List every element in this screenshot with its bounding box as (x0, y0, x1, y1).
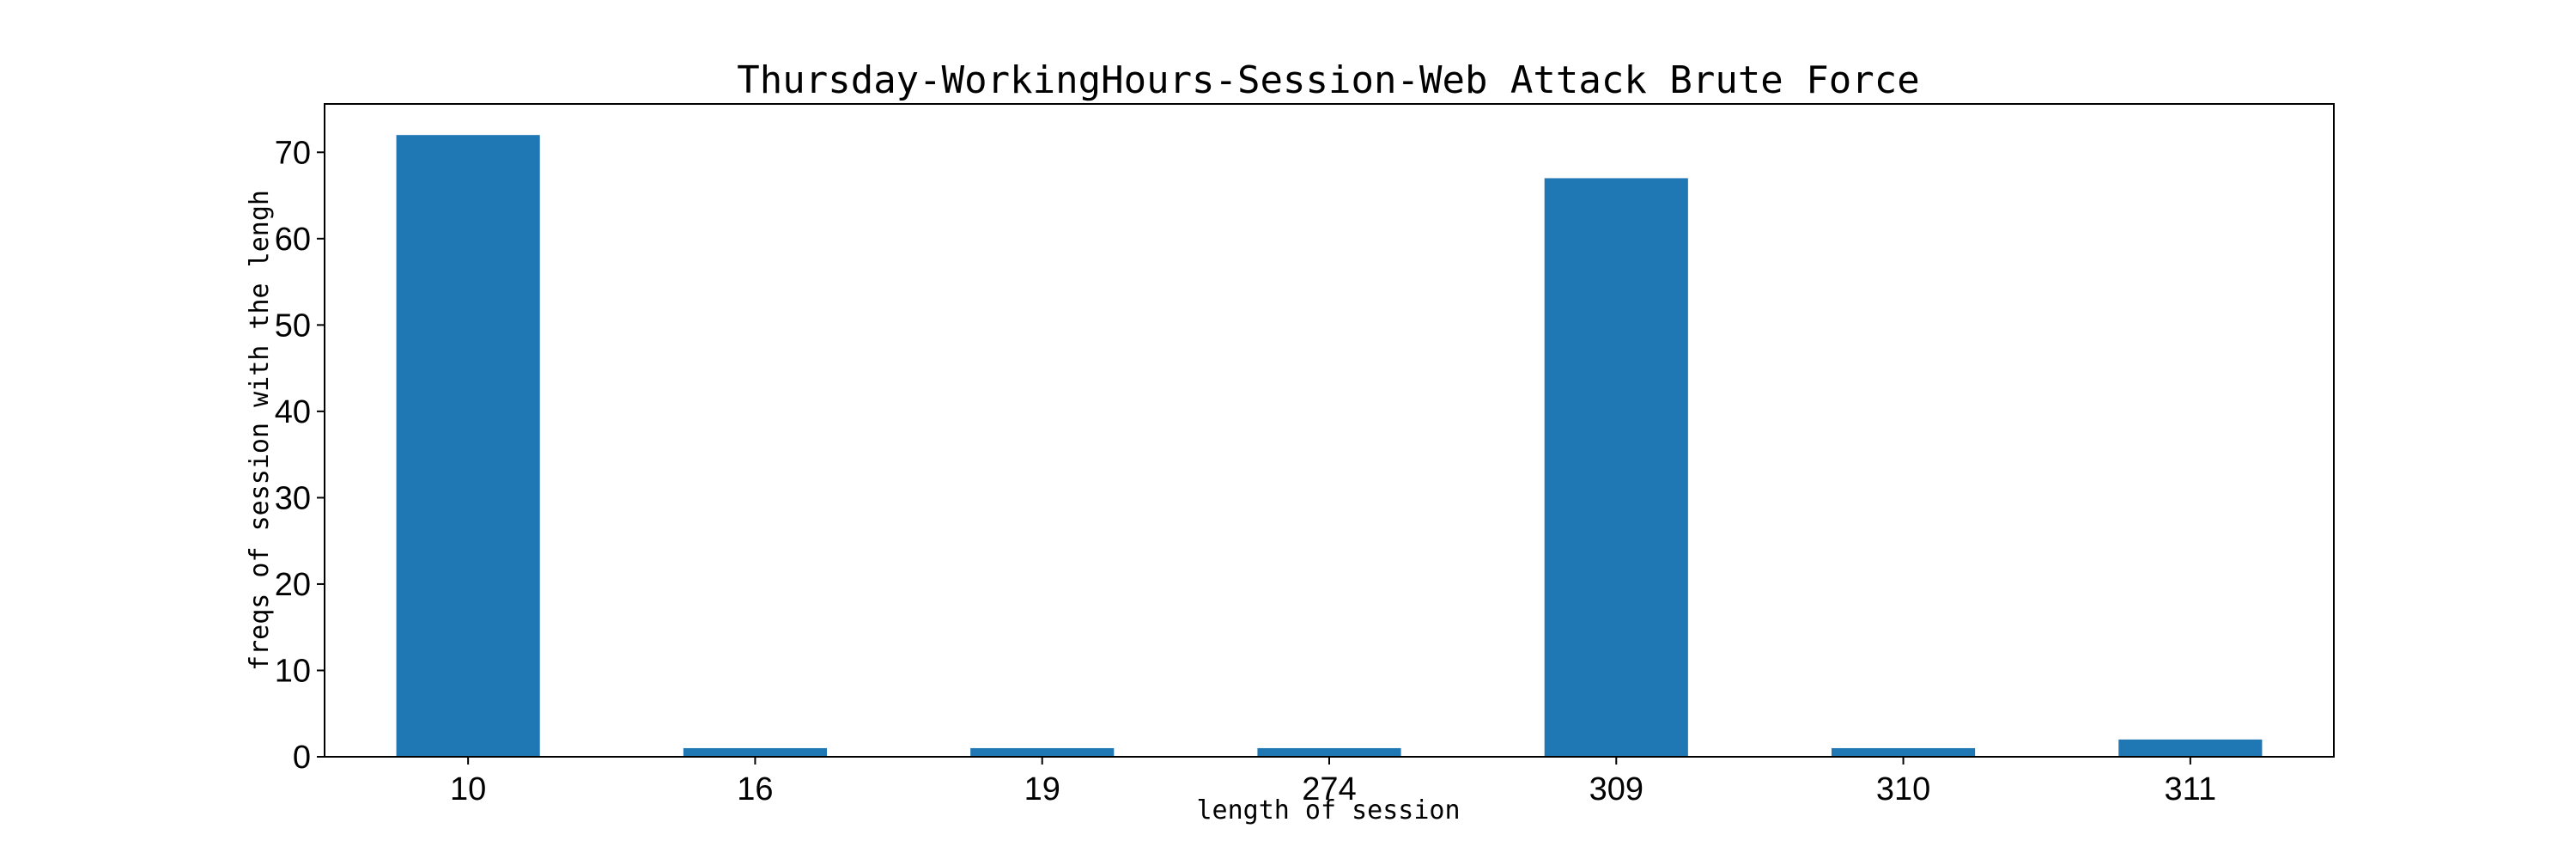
y-tick-label: 70 (275, 135, 311, 171)
y-axis-label: freqs of session with the lengh (245, 190, 275, 671)
y-tick-label: 0 (293, 740, 311, 776)
bar-311 (2118, 739, 2263, 757)
bar-19 (970, 747, 1115, 757)
plot-frame (324, 103, 2335, 758)
y-axis: 0 10 20 30 40 50 60 70 (275, 135, 325, 776)
y-tick-label: 60 (275, 222, 311, 258)
bar-16 (683, 747, 827, 757)
bar-274 (1257, 747, 1401, 757)
x-tick-label: 16 (737, 771, 773, 807)
x-axis: 10 16 19 274 309 310 311 (450, 757, 2216, 807)
x-tick-label: 19 (1024, 771, 1060, 807)
bar-10 (396, 135, 540, 757)
bar-310 (1832, 747, 1976, 757)
bar-309 (1544, 178, 1688, 758)
chart-title: Thursday-WorkingHours-Session-Web Attack… (737, 58, 1920, 102)
x-tick-label: 309 (1589, 771, 1643, 807)
y-tick-label: 50 (275, 308, 311, 344)
x-tick-label: 310 (1876, 771, 1930, 807)
x-tick-label: 274 (1302, 771, 1356, 807)
y-tick-label: 40 (275, 394, 311, 430)
x-axis-label: length of session (1196, 795, 1460, 825)
bars-group (396, 135, 2263, 758)
y-tick-label: 20 (275, 567, 311, 603)
x-tick-label: 10 (450, 771, 486, 807)
y-tick-label: 10 (275, 653, 311, 689)
x-tick-label: 311 (2165, 771, 2217, 807)
y-tick-label: 30 (275, 480, 311, 516)
